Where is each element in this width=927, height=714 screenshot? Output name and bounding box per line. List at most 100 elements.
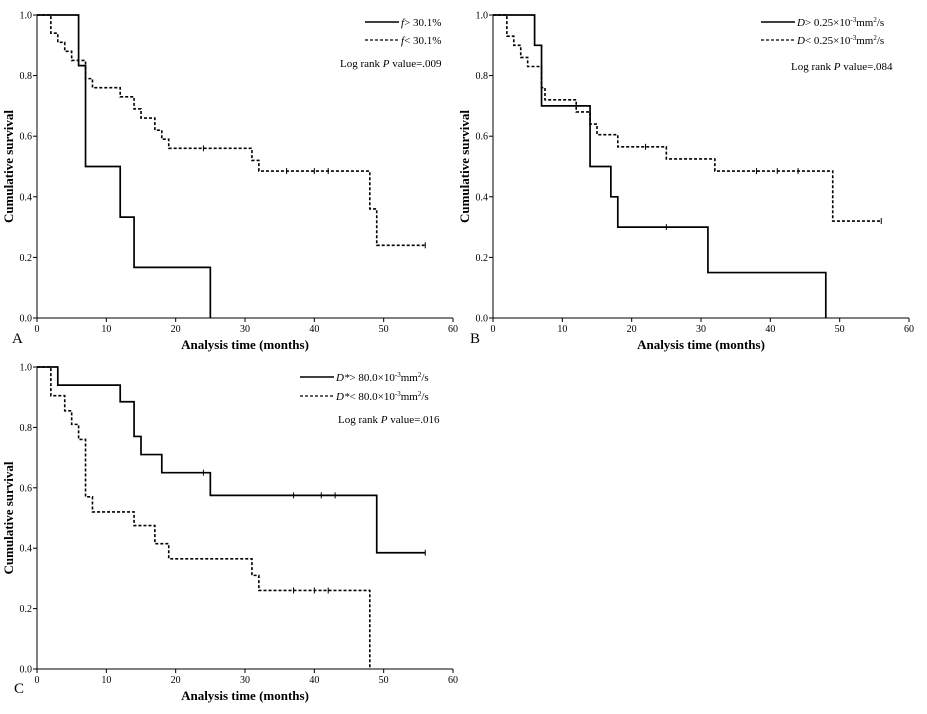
legend-condition: > 0.25×10 bbox=[805, 17, 851, 29]
x-tick-label: 60 bbox=[448, 675, 458, 686]
x-tick-label: 40 bbox=[309, 324, 319, 335]
x-tick-label: 0 bbox=[491, 324, 496, 335]
y-axis-title: Cumulative survival bbox=[1, 110, 16, 223]
pvalue-symbol: P bbox=[833, 61, 841, 73]
x-tick-label: 50 bbox=[835, 324, 845, 335]
y-tick-label: 0.8 bbox=[476, 71, 489, 82]
y-tick-label: 1.0 bbox=[20, 11, 33, 22]
legend-condition: < 80.0×10 bbox=[349, 391, 395, 403]
x-tick-label: 20 bbox=[171, 675, 181, 686]
y-tick-label: 0.4 bbox=[476, 192, 489, 203]
legend-italic-symbol: D* bbox=[335, 372, 350, 384]
panel-letter: B bbox=[470, 331, 480, 347]
legend-label: D> 0.25×10-3mm2/s bbox=[796, 16, 884, 29]
x-tick-label: 60 bbox=[448, 324, 458, 335]
legend-unit-exponent: 2 bbox=[418, 390, 422, 398]
legend-unit-suffix: /s bbox=[877, 35, 884, 47]
legend-italic-symbol: D bbox=[796, 35, 805, 47]
log-rank-pvalue: Log rank P value=.084 bbox=[791, 61, 893, 73]
legend-exponent: -3 bbox=[395, 371, 401, 379]
x-axis-title: Analysis time (months) bbox=[637, 337, 765, 352]
legend-unit-suffix: /s bbox=[877, 17, 884, 29]
pvalue-prefix: Log rank bbox=[340, 58, 383, 70]
legend-exponent: -3 bbox=[850, 16, 856, 24]
y-tick-label: 0.2 bbox=[20, 253, 33, 264]
legend-unit-exponent: 2 bbox=[873, 16, 877, 24]
legend-unit: mm bbox=[401, 391, 419, 403]
legend-label: D*> 80.0×10-3mm2/s bbox=[335, 371, 429, 384]
legend-italic-symbol: f bbox=[401, 17, 406, 29]
x-tick-label: 60 bbox=[904, 324, 914, 335]
legend-exponent: -3 bbox=[850, 34, 856, 42]
legend-italic-symbol: D* bbox=[335, 391, 350, 403]
legend-unit-exponent: 2 bbox=[873, 34, 877, 42]
legend-label: D< 0.25×10-3mm2/s bbox=[796, 34, 884, 47]
y-tick-label: 0.6 bbox=[20, 132, 33, 143]
legend-unit: mm bbox=[401, 372, 419, 384]
x-tick-label: 30 bbox=[240, 324, 250, 335]
panel-letter: A bbox=[12, 331, 23, 347]
x-tick-label: 10 bbox=[557, 324, 567, 335]
y-tick-label: 0.4 bbox=[20, 192, 33, 203]
pvalue-prefix: Log rank bbox=[338, 414, 381, 426]
legend-unit-exponent: 2 bbox=[418, 371, 422, 379]
x-tick-label: 20 bbox=[171, 324, 181, 335]
y-tick-label: 0.6 bbox=[20, 483, 33, 494]
x-tick-label: 40 bbox=[309, 675, 319, 686]
legend-unit: mm bbox=[856, 35, 874, 47]
legend-condition: < 0.25×10 bbox=[805, 35, 851, 47]
legend-label: f> 30.1% bbox=[401, 17, 441, 29]
x-tick-label: 10 bbox=[101, 324, 111, 335]
y-tick-label: 0.0 bbox=[20, 665, 33, 676]
panel-letter: C bbox=[14, 681, 24, 697]
pvalue-value: value=.016 bbox=[388, 414, 441, 426]
pvalue-value: value=.009 bbox=[390, 58, 443, 70]
y-tick-label: 0.6 bbox=[476, 132, 489, 143]
survival-panel-b: 0 10 20 30 40 50 60 0.0 0.2 0.4 0.6 0.8 1.0 Analysis … bbox=[457, 11, 914, 353]
y-tick-label: 1.0 bbox=[476, 11, 489, 22]
pvalue-symbol: P bbox=[382, 58, 390, 70]
legend-label: D*< 80.0×10-3mm2/s bbox=[335, 390, 429, 403]
y-tick-label: 0.0 bbox=[476, 314, 489, 325]
legend-exponent: -3 bbox=[395, 390, 401, 398]
y-tick-label: 0.4 bbox=[20, 544, 33, 555]
y-tick-label: 0.2 bbox=[20, 604, 33, 615]
series-line-low bbox=[37, 366, 371, 669]
y-axis-title: Cumulative survival bbox=[457, 110, 472, 223]
survival-panel-c: 0 10 20 30 40 50 60 0.0 0.2 0.4 0.6 0.8 1.0 Analysis … bbox=[1, 363, 458, 704]
series-line-high bbox=[493, 14, 827, 318]
y-tick-label: 0.8 bbox=[20, 71, 33, 82]
x-tick-label: 30 bbox=[240, 675, 250, 686]
y-axis-title: Cumulative survival bbox=[1, 461, 16, 574]
legend-condition: < 30.1% bbox=[404, 35, 441, 47]
x-axis-title: Analysis time (months) bbox=[181, 337, 309, 352]
y-tick-label: 1.0 bbox=[20, 363, 33, 374]
series-line-low bbox=[37, 14, 426, 247]
pvalue-value: value=.084 bbox=[841, 61, 894, 73]
x-tick-label: 10 bbox=[101, 675, 111, 686]
legend-unit-suffix: /s bbox=[421, 391, 428, 403]
legend-unit: mm bbox=[856, 17, 874, 29]
survival-panel-a: 0 10 20 30 40 50 60 0.0 0.2 0.4 0.6 0.8 1.0 Analysis … bbox=[1, 11, 458, 353]
legend-italic-symbol: D bbox=[796, 17, 805, 29]
y-tick-label: 0.2 bbox=[476, 253, 489, 264]
pvalue-prefix: Log rank bbox=[791, 61, 834, 73]
legend-unit-suffix: /s bbox=[421, 372, 428, 384]
log-rank-pvalue: Log rank P value=.016 bbox=[338, 414, 440, 426]
y-tick-label: 0.8 bbox=[20, 423, 33, 434]
x-tick-label: 50 bbox=[379, 675, 389, 686]
x-tick-label: 0 bbox=[35, 675, 40, 686]
legend-italic-symbol: f bbox=[401, 35, 406, 47]
x-tick-label: 50 bbox=[379, 324, 389, 335]
x-tick-label: 40 bbox=[765, 324, 775, 335]
x-tick-label: 20 bbox=[627, 324, 637, 335]
legend-condition: > 30.1% bbox=[404, 17, 441, 29]
series-line-low bbox=[493, 14, 882, 222]
x-tick-label: 30 bbox=[696, 324, 706, 335]
y-tick-label: 0.0 bbox=[20, 314, 33, 325]
x-axis-title: Analysis time (months) bbox=[181, 688, 309, 703]
log-rank-pvalue: Log rank P value=.009 bbox=[340, 58, 442, 70]
legend-label: f< 30.1% bbox=[401, 35, 441, 47]
x-tick-label: 0 bbox=[35, 324, 40, 335]
